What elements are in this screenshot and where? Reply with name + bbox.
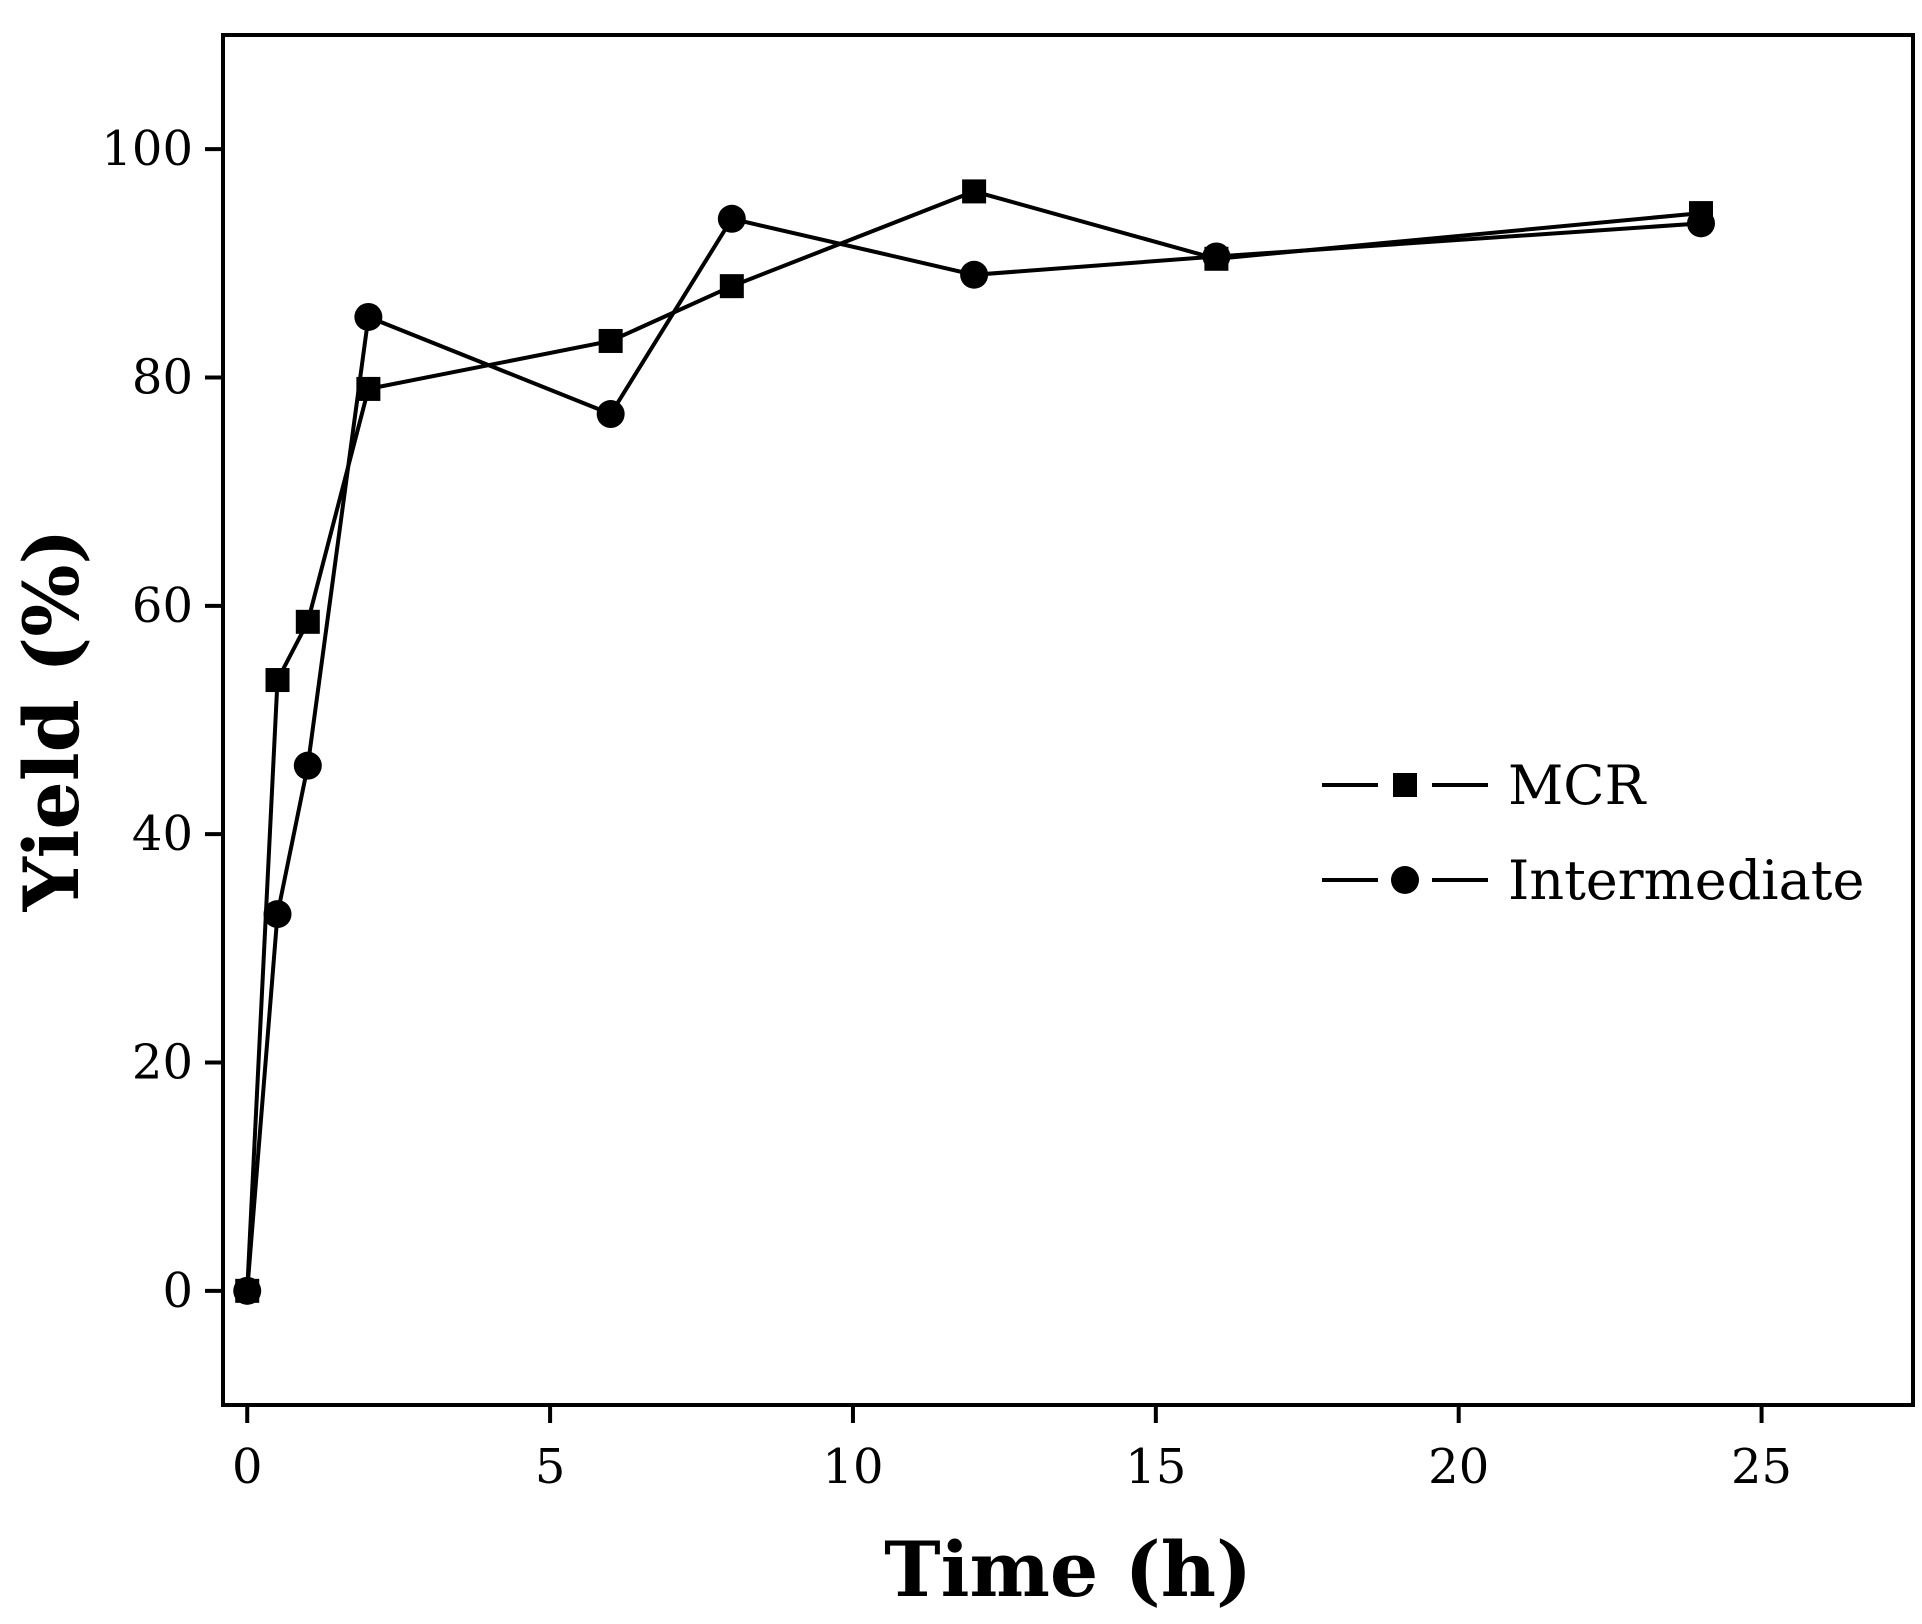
data-point-intermediate [1202,242,1231,271]
y-tick-label: 0 [162,1263,193,1319]
legend-label-intermediate: Intermediate [1508,849,1864,912]
series-line-intermediate [245,216,1702,1291]
data-point-mcr [295,609,320,634]
x-tick-label: 10 [822,1439,883,1495]
data-point-intermediate [960,260,989,289]
x-axis-title: Time (h) [884,1525,1252,1614]
legend: MCR Intermediate [1322,754,1864,912]
data-point-intermediate [263,900,292,929]
y-tick-label: 20 [132,1035,193,1091]
y-axis-title: Yield (%) [7,529,96,913]
x-tick-label: 0 [232,1439,263,1495]
plot-frame [221,33,1915,1407]
legend-marker-mcr [1393,773,1417,797]
x-tick-label: 5 [535,1439,566,1495]
data-point-mcr [719,274,744,299]
y-tick-label: 40 [132,806,193,862]
y-tick-label: 60 [132,578,193,634]
x-tick-label: 15 [1125,1439,1186,1495]
data-point-intermediate [717,204,746,233]
data-point-intermediate [596,400,625,429]
y-tick-label: 100 [101,121,193,177]
data-point-mcr [265,668,290,693]
data-point-mcr [598,328,623,353]
data-point-intermediate [233,1276,262,1305]
legend-marker-intermediate [1391,866,1419,894]
series-layer [233,179,1715,1305]
legend-label-mcr: MCR [1508,754,1647,817]
x-tick-label: 20 [1428,1439,1489,1495]
data-point-intermediate [1686,209,1715,238]
y-tick-label: 80 [132,350,193,406]
x-axis-ticks: 0 5 10 15 20 25 [232,1405,1792,1495]
data-point-mcr [962,179,987,204]
data-point-intermediate [354,302,383,331]
data-point-intermediate [293,751,322,780]
x-tick-label: 25 [1731,1439,1792,1495]
y-axis-ticks: 0 20 40 60 80 100 [101,121,223,1319]
